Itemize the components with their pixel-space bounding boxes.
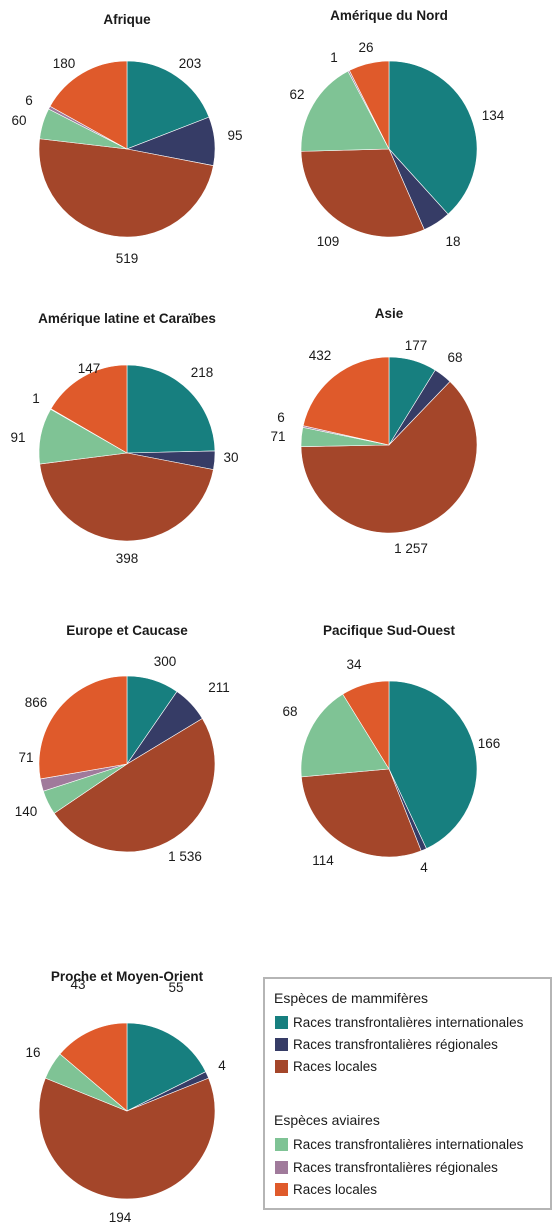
- slice-value-label: 140: [15, 804, 38, 819]
- legend-label: Races locales: [293, 1181, 378, 1197]
- legend-item-mammal-local: Races locales: [275, 1058, 377, 1074]
- slice-value-label: 300: [154, 654, 177, 669]
- pie-chart: Afrique 203 95 519 60 6 180: [11, 12, 242, 266]
- pie-slice: [388, 60, 478, 215]
- pie-slice: [301, 768, 422, 858]
- slice-value-label: 95: [227, 128, 242, 143]
- legend-title-mammals: Espèces de mammifères: [274, 990, 429, 1006]
- legend-item-avian-regional: Races transfrontalières régionales: [275, 1159, 498, 1175]
- legend-label: Races transfrontalières internationales: [293, 1136, 524, 1152]
- legend-swatch-avian-local: [275, 1182, 288, 1196]
- slice-value-label: 60: [11, 113, 26, 128]
- chart-title: Asie: [375, 306, 404, 321]
- pie-slice: [50, 364, 128, 454]
- pie-slice: [38, 138, 214, 238]
- pie-slice: [59, 1022, 128, 1112]
- legend: Espèces de mammifères Races transfrontal…: [263, 977, 552, 1210]
- legend-swatch-mammal-international: [275, 1015, 288, 1029]
- pie-slice: [300, 70, 390, 152]
- slice-value-label: 71: [270, 429, 285, 444]
- pie-chart: Pacifique Sud-Ouest 166 4 114 68 34: [282, 623, 500, 875]
- pie-slice: [38, 675, 128, 780]
- slice-value-label: 398: [116, 551, 139, 566]
- slice-value-label: 866: [25, 695, 48, 710]
- slice-value-label: 1 536: [168, 849, 202, 864]
- legend-label: Races transfrontalières régionales: [293, 1159, 498, 1175]
- slice-value-label: 194: [109, 1210, 132, 1225]
- chart-title: Pacifique Sud-Ouest: [323, 623, 456, 638]
- slice-value-label: 18: [445, 234, 460, 249]
- slice-value-label: 16: [25, 1045, 40, 1060]
- slice-value-label: 134: [482, 108, 505, 123]
- pie-slice: [38, 1077, 216, 1200]
- pie-slice: [300, 148, 425, 238]
- slice-value-label: 6: [25, 93, 33, 108]
- slice-value-label: 166: [478, 736, 501, 751]
- slice-value-label: 6: [277, 410, 285, 425]
- pie-slice: [348, 60, 390, 150]
- pie-chart: Amérique latine et Caraïbes 218 30 398 91 1 14…: [10, 311, 238, 566]
- legend-label: Races locales: [293, 1058, 378, 1074]
- pie-chart: Amérique du Nord 134 18 109 62 1 26: [289, 8, 504, 249]
- slice-value-label: 68: [447, 350, 462, 365]
- legend-item-mammal-international: Races transfrontalières internationales: [275, 1014, 523, 1030]
- slice-value-label: 30: [223, 450, 238, 465]
- chart-title: Amérique du Nord: [330, 8, 448, 23]
- legend-swatch-mammal-regional: [275, 1037, 288, 1051]
- pie-chart: Asie 177 68 1 257 71 6 432: [270, 306, 478, 556]
- legend-item-avian-local: Races locales: [275, 1181, 377, 1197]
- legend-swatch-mammal-local: [275, 1059, 288, 1073]
- legend-label: Races transfrontalières régionales: [293, 1036, 498, 1052]
- pie-slice: [53, 718, 216, 853]
- slice-value-label: 177: [405, 338, 428, 353]
- slice-value-label: 147: [78, 361, 101, 376]
- legend-item-mammal-regional: Races transfrontalières régionales: [275, 1036, 498, 1052]
- legend-label: Races transfrontalières internationales: [293, 1014, 524, 1030]
- slice-value-label: 71: [18, 750, 33, 765]
- slice-value-label: 55: [168, 980, 183, 995]
- legend-swatch-avian-international: [275, 1137, 288, 1151]
- slice-value-label: 180: [53, 56, 76, 71]
- slice-value-label: 34: [346, 657, 362, 672]
- slice-value-label: 432: [309, 348, 332, 363]
- slice-value-label: 211: [208, 680, 230, 695]
- slice-value-label: 91: [10, 430, 25, 445]
- slice-value-label: 1: [330, 50, 338, 65]
- pie-slice: [342, 680, 390, 771]
- legend-swatch-avian-regional: [275, 1160, 288, 1174]
- pie-slice: [39, 452, 214, 542]
- slice-value-label: 114: [312, 853, 334, 868]
- slice-value-label: 1 257: [394, 541, 428, 556]
- slice-value-label: 62: [289, 87, 304, 102]
- pie-slice: [300, 693, 390, 778]
- legend-item-avian-international: Races transfrontalières internationales: [275, 1136, 523, 1152]
- slice-value-label: 4: [420, 860, 428, 875]
- pie-chart: Europe et Caucase 300 211 1 536 140 71 866: [15, 623, 230, 864]
- slice-value-label: 203: [179, 56, 202, 71]
- chart-title: Europe et Caucase: [66, 623, 188, 638]
- chart-title: Amérique latine et Caraïbes: [38, 311, 216, 326]
- pie-slice: [126, 60, 210, 150]
- slice-value-label: 4: [218, 1058, 226, 1073]
- slice-value-label: 1: [32, 391, 40, 406]
- pie-slice: [300, 381, 478, 534]
- slice-value-label: 109: [317, 234, 340, 249]
- chart-title: Proche et Moyen-Orient: [51, 969, 204, 984]
- legend-title-avian: Espèces aviaires: [274, 1112, 380, 1128]
- slice-value-label: 43: [70, 977, 85, 992]
- slice-value-label: 218: [191, 365, 214, 380]
- slice-value-label: 26: [358, 40, 373, 55]
- pie-slice: [388, 680, 478, 850]
- slice-value-label: 519: [116, 251, 139, 266]
- pie-slice: [126, 1022, 207, 1112]
- chart-title: Afrique: [103, 12, 151, 27]
- pie-slice: [49, 60, 128, 150]
- pie-slice: [302, 356, 390, 446]
- slice-value-label: 68: [282, 704, 297, 719]
- pie-slice: [126, 364, 216, 454]
